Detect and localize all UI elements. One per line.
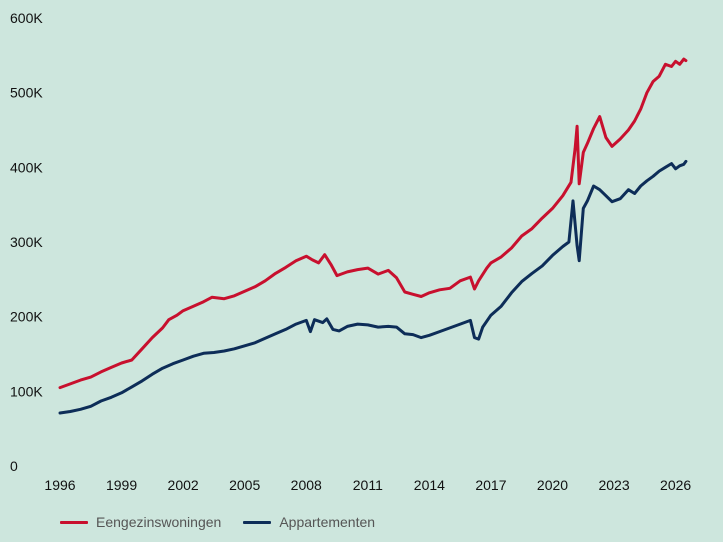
y-tick-label: 300K: [10, 234, 43, 250]
x-tick-label: 2017: [475, 477, 506, 493]
x-tick-label: 2023: [598, 477, 629, 493]
legend-item-series-0: Eengezinswoningen: [60, 514, 221, 530]
series-line-0: [58, 57, 688, 390]
x-tick-label: 2026: [660, 477, 691, 493]
x-tick-label: 1999: [106, 477, 137, 493]
y-tick-label: 200K: [10, 309, 43, 325]
y-tick-label: 0: [10, 458, 18, 474]
x-tick-label: 2008: [291, 477, 322, 493]
legend-item-series-1: Appartementen: [243, 514, 375, 530]
y-tick-label: 400K: [10, 159, 43, 175]
series-lines: [58, 57, 688, 415]
legend: Eengezinswoningen Appartementen: [60, 514, 375, 530]
x-axis-ticks: 1996 1999 2002 2005 2008 2011 2014 2017 2020 2023…: [44, 477, 691, 493]
legend-swatch-series-0: [60, 520, 88, 524]
legend-label-series-1: Appartementen: [279, 514, 376, 530]
series-line-1: [58, 159, 688, 415]
x-tick-label: 2020: [537, 477, 568, 493]
legend-swatch-series-1: [243, 520, 272, 524]
y-tick-label: 500K: [10, 85, 43, 101]
y-tick-label: 100K: [10, 383, 43, 399]
x-tick-label: 2011: [353, 477, 383, 493]
y-axis-ticks: 0 100K 200K 300K 400K 500K 600K: [10, 10, 43, 474]
x-tick-label: 1996: [44, 477, 75, 493]
x-tick-label: 2014: [414, 477, 445, 493]
x-tick-label: 2005: [229, 477, 260, 493]
x-tick-label: 2002: [168, 477, 199, 493]
y-tick-label: 600K: [10, 10, 43, 26]
legend-label-series-0: Eengezinswoningen: [96, 514, 222, 530]
